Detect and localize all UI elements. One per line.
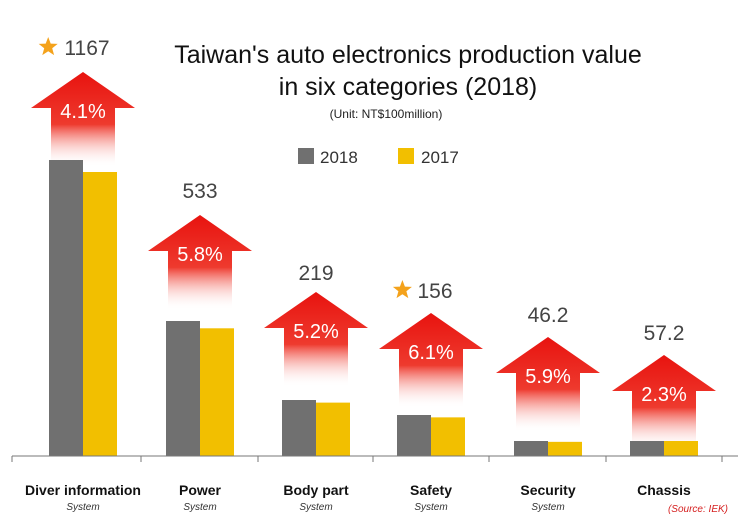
growth-label: 5.9% — [525, 366, 571, 388]
value-label: 46.2 — [528, 304, 569, 327]
category-sub-label: System — [66, 502, 99, 513]
growth-label: 2.3% — [641, 384, 687, 406]
value-label: 57.2 — [644, 322, 685, 345]
legend-swatch-2017 — [398, 148, 414, 164]
value-label: 219 — [298, 262, 333, 285]
category-label: Power — [179, 482, 222, 498]
bar-2017 — [316, 402, 350, 456]
plot-area: 4.1% 1167 5.8% 533 5.2% 219 6.1% 156 5.9% 46.2 2.3… — [31, 37, 716, 456]
legend-label-2018: 2018 — [320, 148, 358, 167]
bar-2018 — [282, 400, 316, 456]
bar-2017 — [83, 172, 117, 456]
growth-arrow — [612, 355, 716, 450]
growth-label: 5.2% — [293, 321, 339, 343]
category-label: Safety — [410, 482, 452, 498]
x-axis-labels: Diver information System Power System Body p… — [25, 482, 691, 513]
value-label: 533 — [182, 180, 217, 203]
bar-2017 — [548, 441, 582, 456]
bar-2018 — [397, 415, 431, 456]
bar-2017 — [431, 417, 465, 456]
star-icon — [392, 280, 412, 299]
category-label: Security — [520, 482, 575, 498]
category-sub-label: System — [183, 502, 216, 513]
chart-title-line-2: in six categories (2018) — [279, 73, 537, 101]
growth-label: 4.1% — [60, 101, 106, 123]
bar-2017 — [200, 328, 234, 456]
category-sub-label: System — [414, 502, 447, 513]
bar-2018 — [166, 321, 200, 456]
growth-arrow — [31, 72, 135, 167]
legend-swatch-2018 — [298, 148, 314, 164]
bar-2018 — [514, 441, 548, 456]
category-label: Diver information — [25, 482, 141, 498]
legend-label-2017: 2017 — [421, 148, 459, 167]
star-icon — [38, 37, 58, 56]
legend: 2018 2017 — [298, 148, 459, 167]
category-sub-label: System — [531, 502, 564, 513]
chart-title-line-1: Taiwan's auto electronics production val… — [174, 41, 642, 69]
growth-arrow — [264, 292, 368, 387]
growth-arrow — [496, 337, 600, 432]
growth-arrow — [148, 215, 252, 310]
bar-2018 — [49, 160, 83, 456]
growth-arrow — [379, 313, 483, 408]
bar-2017 — [664, 441, 698, 456]
value-label: 1167 — [64, 37, 109, 60]
category-label: Chassis — [637, 482, 691, 498]
chart-unit: (Unit: NT$100million) — [330, 107, 443, 121]
bar-2018 — [630, 441, 664, 456]
category-label: Body part — [283, 482, 349, 498]
category-sub-label: System — [299, 502, 332, 513]
source-note: (Source: IEK) — [668, 504, 728, 515]
value-label: 156 — [417, 280, 452, 303]
x-axis-ticks — [11, 456, 723, 462]
growth-label: 5.8% — [177, 244, 223, 266]
growth-label: 6.1% — [408, 342, 454, 364]
